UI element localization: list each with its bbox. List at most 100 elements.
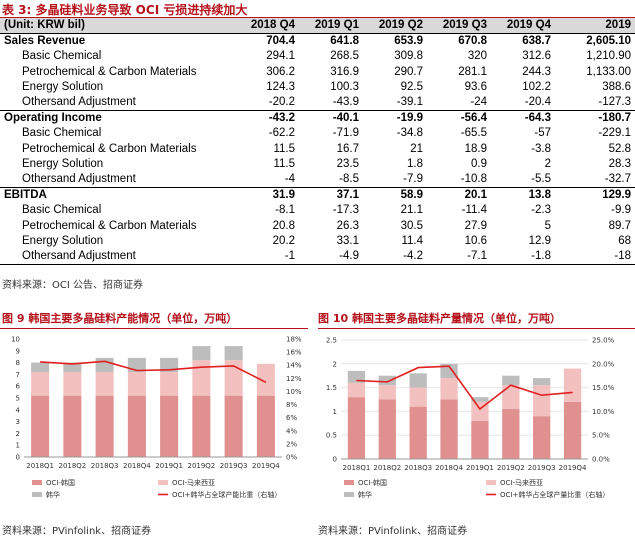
chart2-title-rule xyxy=(318,328,635,329)
y2-tick-label: 8% xyxy=(286,401,297,409)
table-cell: 129.9 xyxy=(555,187,635,204)
bar-segment xyxy=(378,385,396,400)
table-cell: -2.3 xyxy=(531,204,551,217)
x-tick-label: 2019Q1 xyxy=(155,462,183,470)
chart2-production: 0 0.5 1 1.5 2 2.5 0.0% 5.0% 10.0% 15.0% 20.0% 25.0%… xyxy=(326,337,615,500)
y2-tick-label: 15.0% xyxy=(592,384,615,392)
row-label: Sales Revenue xyxy=(4,35,86,48)
table-cell: 21 xyxy=(410,142,423,155)
bar-segment xyxy=(192,360,211,396)
bar-segment xyxy=(440,378,458,400)
y-tick-label: 0 xyxy=(16,454,20,462)
bar-segment xyxy=(347,382,366,398)
table-cell: -18 xyxy=(555,248,635,265)
table-cell: 13.8 xyxy=(491,187,555,204)
bar-segment xyxy=(440,363,458,379)
table-cell: 0.9 xyxy=(471,157,487,170)
table-row: Othersand Adjustment -20.2 -43.9 -39.1 -24 -2… xyxy=(0,95,635,111)
y2-tick-label: 5.0% xyxy=(592,432,610,440)
bar-segment xyxy=(347,397,366,459)
x-tick-label: 2018Q1 xyxy=(26,462,54,470)
table-row: Operating Income -43.2 -40.1 -19.9 -56.4 -64.… xyxy=(0,110,635,127)
bar-segment xyxy=(31,372,50,396)
table-row: Basic Chemical -62.2 -71.9 -34.8 -65.5 -57 -22… xyxy=(0,126,635,141)
y-tick-label: 5 xyxy=(16,395,20,403)
y2-tick-label: 10% xyxy=(286,388,302,396)
row-label: Basic Chemical xyxy=(22,50,102,63)
bar-segment xyxy=(31,362,50,373)
table-cell: 244.3 xyxy=(522,65,551,78)
table-cell: 31.9 xyxy=(246,187,299,204)
y2-tick-label: 25.0% xyxy=(592,337,615,345)
bar-segment xyxy=(440,399,458,459)
y-tick-label: 2 xyxy=(16,430,20,438)
bar-segment xyxy=(256,363,275,396)
legend-label-korea: OCI-韩国 xyxy=(358,478,387,487)
table-cell: 20.8 xyxy=(272,219,295,232)
bar-segment xyxy=(471,397,489,402)
y-tick-label: 2 xyxy=(333,360,337,368)
bar-segment xyxy=(63,372,82,396)
x-tick-label: 2018Q3 xyxy=(404,464,432,472)
table-cell: 2 xyxy=(544,157,551,170)
table-cell: -3.8 xyxy=(531,142,551,155)
y-tick-label: 8 xyxy=(16,359,20,367)
chart1-source: 资料来源：PVinfolink、招商证券 xyxy=(2,526,152,537)
row-label: Operating Income xyxy=(0,110,246,127)
bar-segment xyxy=(409,406,427,459)
table-cell: -4 xyxy=(284,172,295,185)
bar-segment xyxy=(502,385,520,410)
table-cell: 20.1 xyxy=(427,187,491,204)
bar-segment xyxy=(409,387,427,407)
y-tick-label: 9 xyxy=(16,347,20,355)
y2-tick-label: 18% xyxy=(286,336,302,344)
row-label: Petrochemical & Carbon Materials xyxy=(22,142,197,155)
x-tick-label: 2019Q2 xyxy=(497,464,525,472)
table-cell: 11.5 xyxy=(273,142,295,155)
table-cell: -24 xyxy=(470,96,487,109)
table-cell: -17.3 xyxy=(332,204,359,217)
table-row: Othersand Adjustment -4 -8.5 -7.9 -10.8 -5.5 -… xyxy=(0,172,635,188)
legend-label-hanwha: 韩华 xyxy=(358,490,372,499)
table-cell: -39.1 xyxy=(396,96,423,109)
table-cell: -8.5 xyxy=(339,172,359,185)
table-row: Energy Solution 11.5 23.5 1.8 0.9 2 28.3 xyxy=(0,157,635,172)
table-cell: -56.4 xyxy=(427,110,491,127)
y-tick-label: 0 xyxy=(333,456,337,464)
table-cell: 23.5 xyxy=(336,157,359,170)
y2-tick-label: 2% xyxy=(286,440,297,448)
table-cell: 638.7 xyxy=(522,35,551,48)
table-cell: -9.9 xyxy=(611,204,631,217)
bar-segment xyxy=(160,357,179,373)
table-cell: -180.7 xyxy=(555,110,635,127)
bar-segment xyxy=(378,375,396,386)
y2-tick-label: 12% xyxy=(286,375,302,383)
table-cell: 102.2 xyxy=(522,80,551,93)
table-cell: -64.3 xyxy=(491,110,555,127)
row-label: Othersand Adjustment xyxy=(22,96,136,109)
table-cell: -65.5 xyxy=(460,127,487,140)
table-row: Petrochemical & Carbon Materials 20.8 26.3… xyxy=(0,218,635,233)
table-cell: -34.8 xyxy=(396,127,423,140)
table-cell: -5.5 xyxy=(531,172,551,185)
row-label: Basic Chemical xyxy=(22,127,102,140)
table-header-cell: 2019 Q1 xyxy=(299,18,363,35)
table-cell: 309.8 xyxy=(394,50,423,63)
chart2-title: 图 10 韩国主要多晶硅料产量情况（单位，万吨） xyxy=(318,312,561,325)
y2-tick-label: 20.0% xyxy=(592,360,615,368)
x-tick-label: 2018Q4 xyxy=(123,462,151,470)
row-label: Othersand Adjustment xyxy=(0,248,246,265)
y2-tick-label: 10.0% xyxy=(592,408,615,416)
x-tick-label: 2019Q2 xyxy=(187,462,215,470)
table-cell: 1.8 xyxy=(407,157,423,170)
table-cell: -20.4 xyxy=(524,96,551,109)
y-tick-label: 3 xyxy=(16,418,20,426)
table-cell: -62.2 xyxy=(268,127,295,140)
bar-segment xyxy=(192,395,211,457)
table-cell: 12.9 xyxy=(528,234,551,247)
table-cell: 33.1 xyxy=(336,234,359,247)
table-cell: -11.4 xyxy=(461,204,487,217)
x-tick-label: 2018Q1 xyxy=(343,464,371,472)
bar-segment xyxy=(256,395,275,457)
table-cell: 1,210.90 xyxy=(586,50,631,63)
